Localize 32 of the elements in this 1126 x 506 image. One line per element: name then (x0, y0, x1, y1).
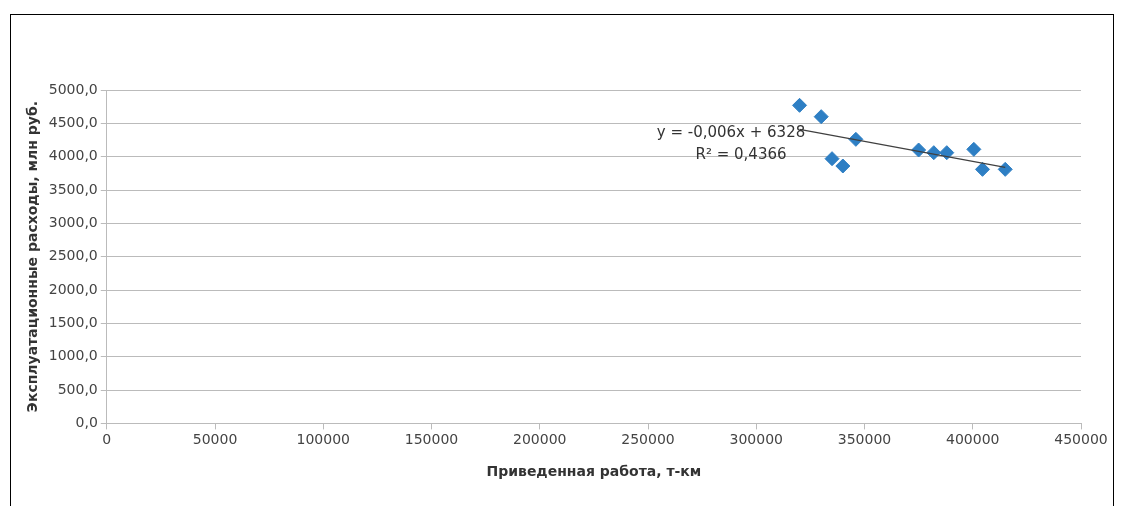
y-tick-label: 3000,0 (48, 214, 98, 230)
point (975, 161, 990, 177)
x-tick-label: 400000 (946, 431, 1000, 448)
x-tick-label: 300000 (729, 431, 783, 448)
point (813, 109, 829, 125)
annotation: y = -0,006x + 6328 (656, 123, 806, 142)
y-tick-label: 2500,0 (48, 247, 98, 264)
annotation: R² = 0,4366 (695, 145, 787, 164)
y-tick-label: 0,0 (75, 414, 98, 431)
x-tick-label: 50000 (192, 431, 238, 448)
x-tick-label: 250000 (621, 431, 675, 448)
point (792, 97, 808, 113)
y-tick-label: 500,0 (57, 380, 98, 397)
point (966, 141, 982, 157)
x-tick-label: 100000 (296, 431, 350, 448)
x-tick-label: 450000 (1054, 431, 1108, 448)
x-tick-label: 0 (102, 431, 112, 448)
point (824, 151, 840, 167)
x-tick-label: 200000 (513, 431, 567, 448)
y-axis-title: Эксплуатационные расходы, млн руб. (24, 101, 41, 413)
point (997, 161, 1013, 177)
y-tick-label: 1500,0 (48, 314, 98, 331)
y-tick-label: 3500,0 (48, 180, 98, 197)
x-axis-title: Приведенная работа, т-км (486, 463, 702, 480)
y-tick-label: 5000,0 (48, 80, 98, 97)
y-tick-label: 4000,0 (48, 147, 98, 164)
y-tick-label: 2000,0 (48, 280, 98, 297)
x-tick-label: 350000 (837, 431, 892, 448)
y-tick-label: 1000,0 (48, 347, 98, 364)
point (835, 158, 851, 174)
x-tick-label: 150000 (404, 431, 459, 448)
y-tick-label: 4500,0 (48, 113, 98, 130)
